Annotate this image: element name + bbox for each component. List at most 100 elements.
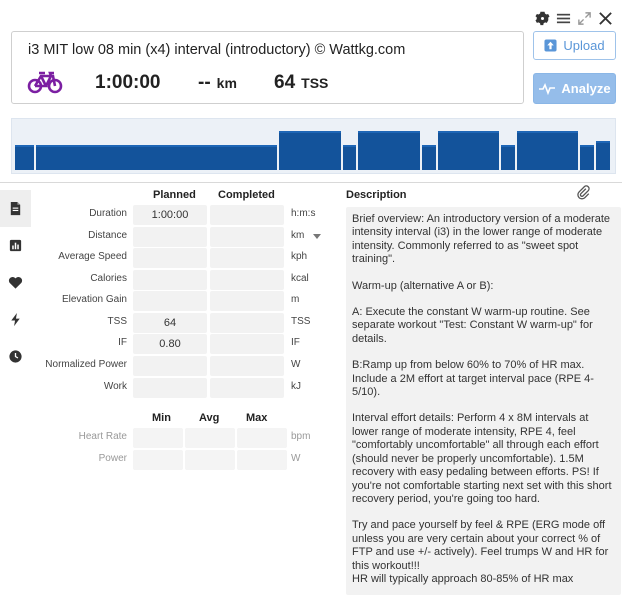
minmax-row-power: Power W <box>33 450 333 470</box>
completed-if-field[interactable] <box>210 334 284 354</box>
description-header: Description <box>346 189 407 201</box>
completed-distance-field[interactable] <box>210 227 284 247</box>
workout-segment-bar[interactable] <box>36 145 278 170</box>
sidebar-tabs <box>0 190 31 375</box>
metric-unit: h:m:s <box>291 208 316 219</box>
completed-calories-field[interactable] <box>210 270 284 290</box>
tab-charts[interactable] <box>0 227 31 264</box>
workout-segment-bar[interactable] <box>279 130 341 170</box>
workout-segment-bar[interactable] <box>342 145 357 170</box>
bike-icon <box>27 70 63 94</box>
tss-unit: TSS <box>301 75 329 91</box>
metric-unit: TSS <box>291 316 311 327</box>
planned-speed-field[interactable] <box>133 248 207 268</box>
metric-label: Duration <box>89 208 127 219</box>
upload-button[interactable]: Upload <box>533 31 616 60</box>
chevron-down-icon[interactable] <box>313 234 321 239</box>
planned-work-field[interactable] <box>133 378 207 398</box>
workout-segment-bar[interactable] <box>15 145 35 170</box>
bar-chart-icon <box>9 239 22 252</box>
avg-header: Avg <box>199 412 220 424</box>
hr-max-field <box>237 428 287 448</box>
description-paragraph: A: Execute the constant W warm-up routin… <box>352 306 596 345</box>
minmax-row-heart-rate: Heart Rate bpm <box>33 428 333 448</box>
workout-segment-bar[interactable] <box>421 145 436 170</box>
gear-icon[interactable] <box>535 11 550 26</box>
tab-summary[interactable] <box>0 190 31 227</box>
metric-row-calories: Calories kcal <box>33 270 333 290</box>
metric-row-average-speed: Average Speed kph <box>33 248 333 268</box>
completed-work-field[interactable] <box>210 378 284 398</box>
tab-heart[interactable] <box>0 264 31 301</box>
metric-label: Elevation Gain <box>61 294 127 305</box>
metric-label: Calories <box>90 273 127 284</box>
power-min-field <box>133 450 183 470</box>
hr-avg-field <box>185 428 235 448</box>
metric-label: Distance <box>88 230 127 241</box>
description-textarea[interactable]: Brief overview: An introductory version … <box>346 207 621 595</box>
workout-segment-bar[interactable] <box>596 140 610 170</box>
metric-label: Power <box>98 453 127 464</box>
completed-np-field[interactable] <box>210 356 284 376</box>
upload-icon <box>544 39 557 52</box>
expand-icon[interactable] <box>577 11 592 26</box>
paperclip-icon[interactable] <box>576 185 591 200</box>
completed-duration-field[interactable] <box>210 205 284 225</box>
metric-row-normalized-power: Normalized Power W <box>33 356 333 376</box>
power-max-field <box>237 450 287 470</box>
completed-tss-field[interactable] <box>210 313 284 333</box>
metric-row-if: IF 0.80 IF <box>33 334 333 354</box>
completed-speed-field[interactable] <box>210 248 284 268</box>
planned-distance-field[interactable] <box>133 227 207 247</box>
lightning-icon <box>11 312 20 327</box>
upload-label: Upload <box>563 38 605 53</box>
completed-elevation-field[interactable] <box>210 291 284 311</box>
metric-label: IF <box>118 337 127 348</box>
metric-row-duration: Duration 1:00:00 h:m:s <box>33 205 333 225</box>
workout-title[interactable]: i3 MIT low 08 min (x4) interval (introdu… <box>28 42 406 58</box>
description-paragraph: Try and pace yourself by feel & RPE (ERG… <box>352 519 609 585</box>
workout-segment-bar[interactable] <box>501 145 515 170</box>
planned-calories-field[interactable] <box>133 270 207 290</box>
workout-structure-graph[interactable] <box>11 118 616 174</box>
power-avg-field <box>185 450 235 470</box>
planned-if-field[interactable]: 0.80 <box>133 334 207 354</box>
description-paragraph: Brief overview: An introductory version … <box>352 213 614 266</box>
description-paragraph: Warm-up (alternative A or B): <box>352 279 494 292</box>
duration-value: 1:00:00 <box>95 72 161 93</box>
section-divider <box>0 182 622 183</box>
planned-duration-field[interactable]: 1:00:00 <box>133 205 207 225</box>
planned-np-field[interactable] <box>133 356 207 376</box>
description-paragraph: B:Ramp up from below 60% to 70% of HR ma… <box>352 359 594 399</box>
metric-unit: kph <box>291 251 308 262</box>
metric-label: Average Speed <box>58 251 127 262</box>
distance-unit: km <box>216 75 237 91</box>
metric-label: Heart Rate <box>78 431 127 442</box>
metric-unit: kcal <box>291 273 309 284</box>
metric-label: TSS <box>107 316 127 327</box>
metric-row-elevation-gain: Elevation Gain m <box>33 291 333 311</box>
workout-segment-bar[interactable] <box>516 130 579 170</box>
workout-segment-bar[interactable] <box>437 130 500 170</box>
metric-row-distance: Distance km <box>33 227 333 247</box>
completed-header: Completed <box>218 189 275 201</box>
distance-display: -- km <box>198 72 237 94</box>
hr-min-field <box>133 428 183 448</box>
metric-unit: IF <box>291 337 300 348</box>
clock-icon <box>9 350 22 363</box>
metric-unit: W <box>291 453 301 464</box>
workout-segment-bar[interactable] <box>358 130 420 170</box>
menu-icon[interactable] <box>556 11 571 26</box>
workout-segment-bar[interactable] <box>580 145 595 170</box>
metric-row-tss: TSS 64 TSS <box>33 313 333 333</box>
planned-elevation-field[interactable] <box>133 291 207 311</box>
planned-header: Planned <box>153 189 196 201</box>
distance-unit-select[interactable]: km <box>291 230 305 241</box>
planned-tss-field[interactable]: 64 <box>133 313 207 333</box>
close-icon[interactable] <box>598 11 613 26</box>
tab-time[interactable] <box>0 338 31 375</box>
pulse-icon <box>539 82 556 95</box>
tab-power[interactable] <box>0 301 31 338</box>
analyze-button[interactable]: Analyze <box>533 73 616 104</box>
min-header: Min <box>152 412 171 424</box>
